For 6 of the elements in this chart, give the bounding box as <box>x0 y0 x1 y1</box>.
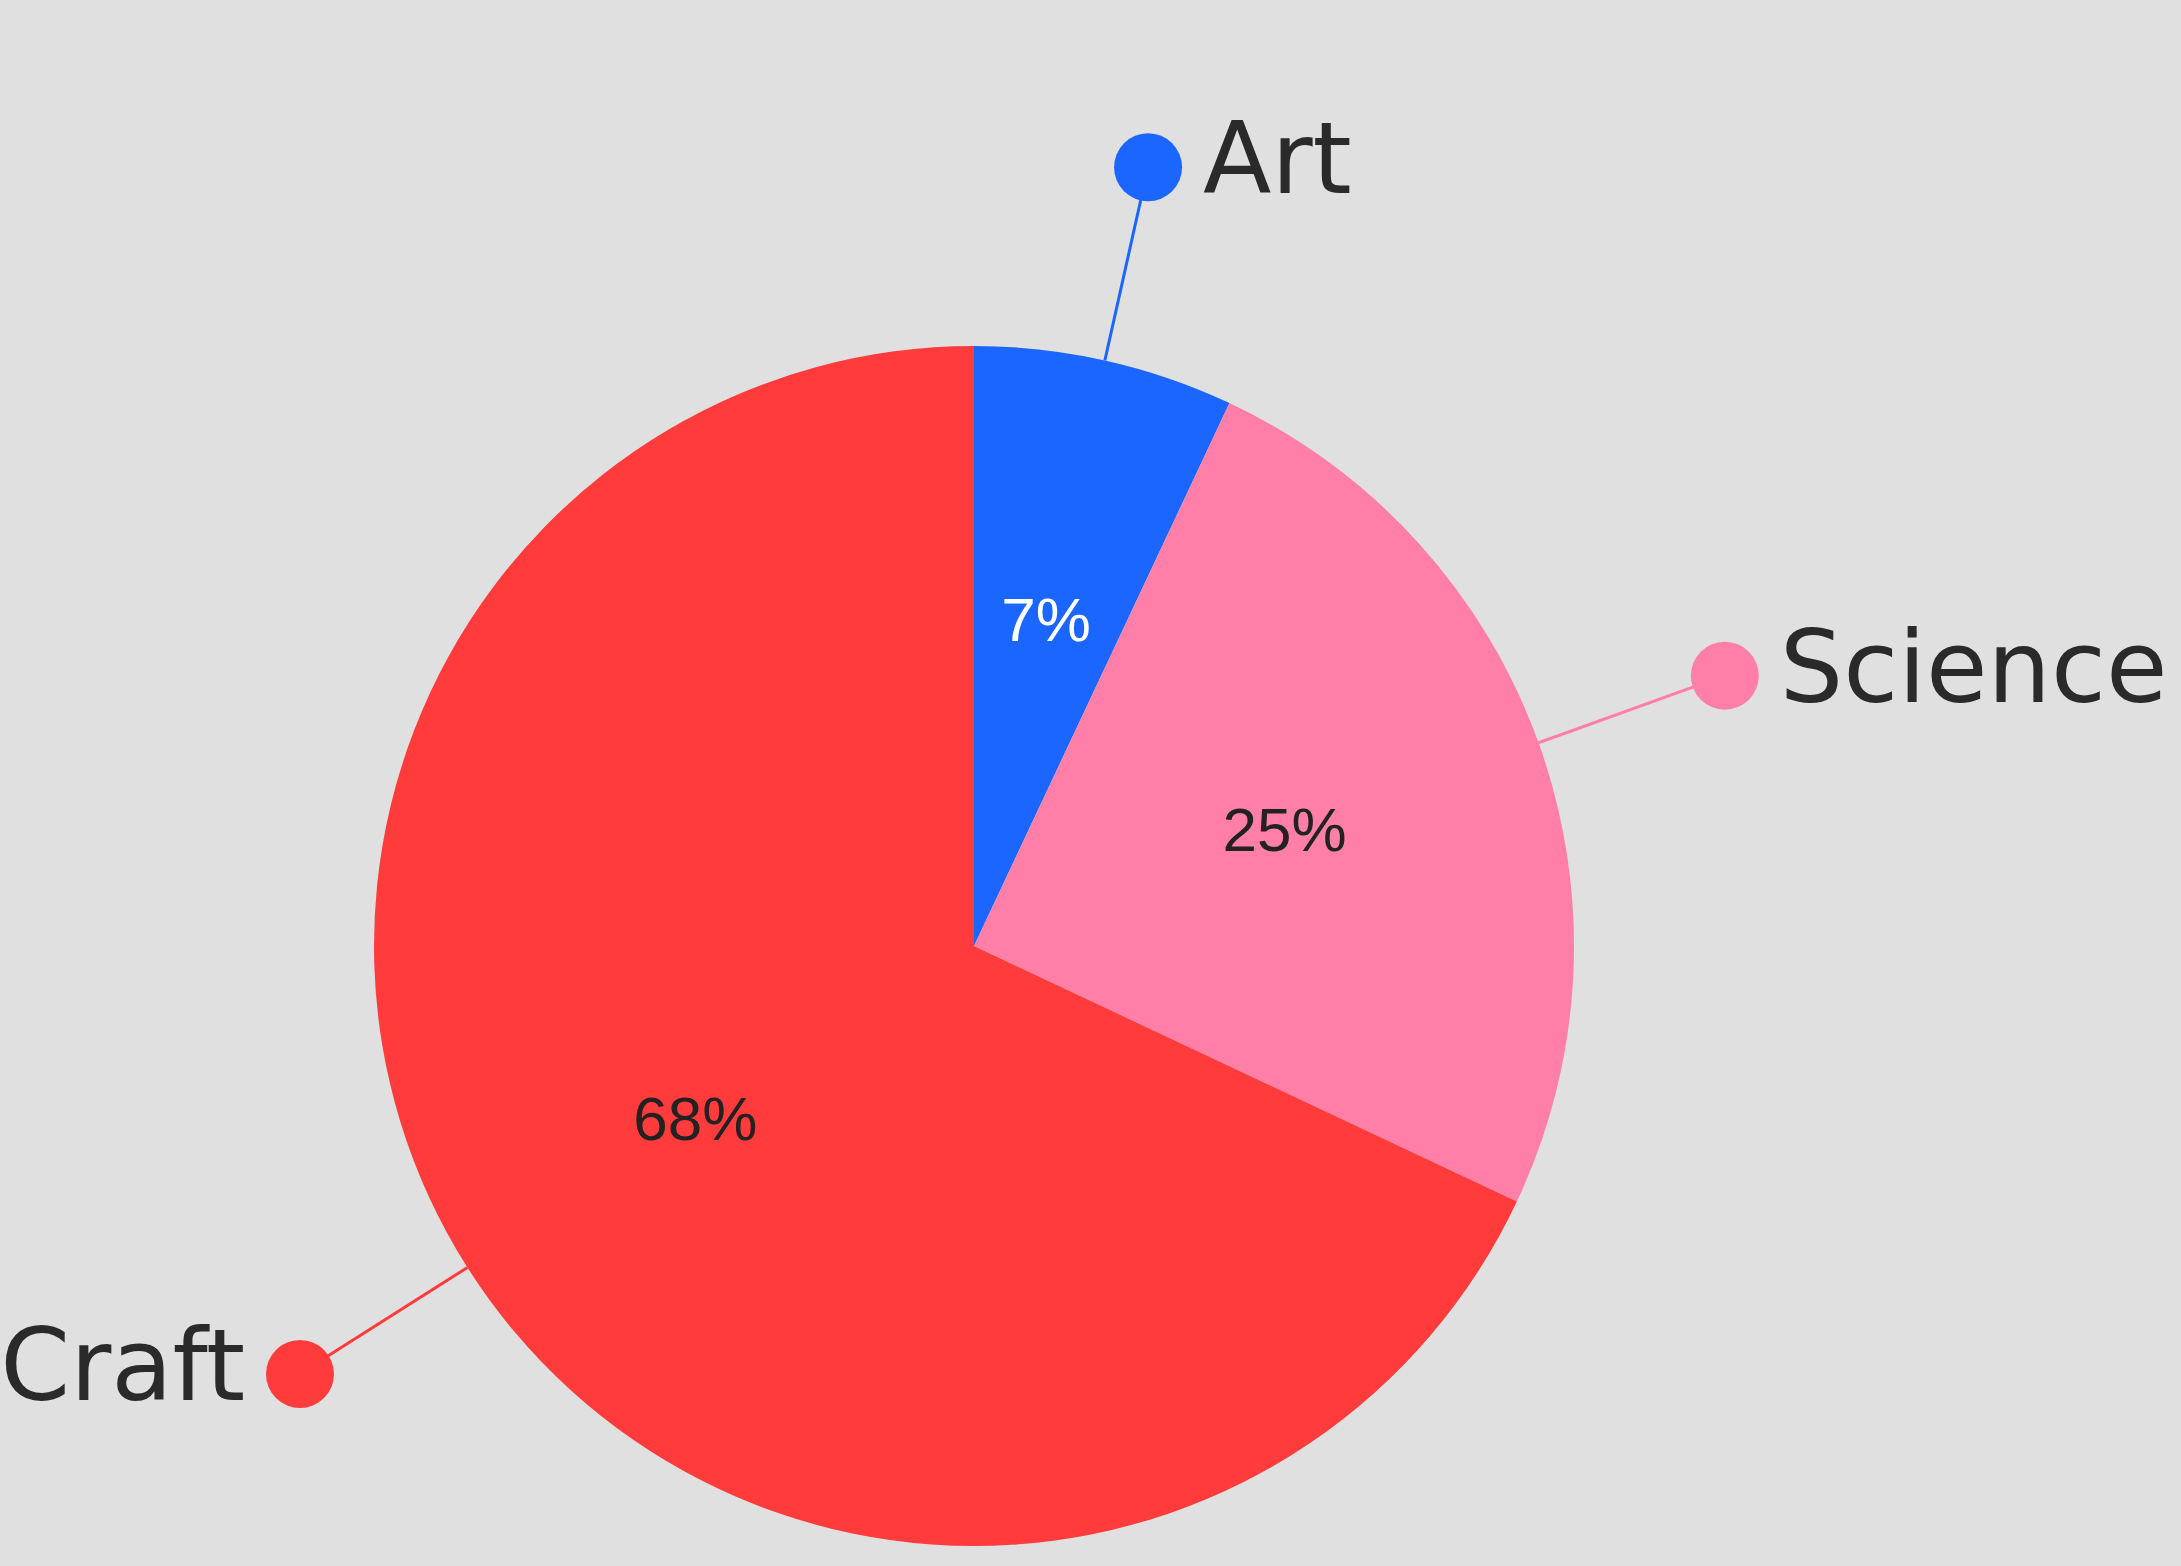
legend-label: Science <box>1779 608 2168 726</box>
data-label: 7% <box>1001 585 1091 655</box>
data-label: 68% <box>633 1083 758 1153</box>
slice-label: Craft <box>0 1306 246 1424</box>
legend-label: Art <box>1203 100 1352 218</box>
data-label: 25% <box>1222 795 1347 865</box>
